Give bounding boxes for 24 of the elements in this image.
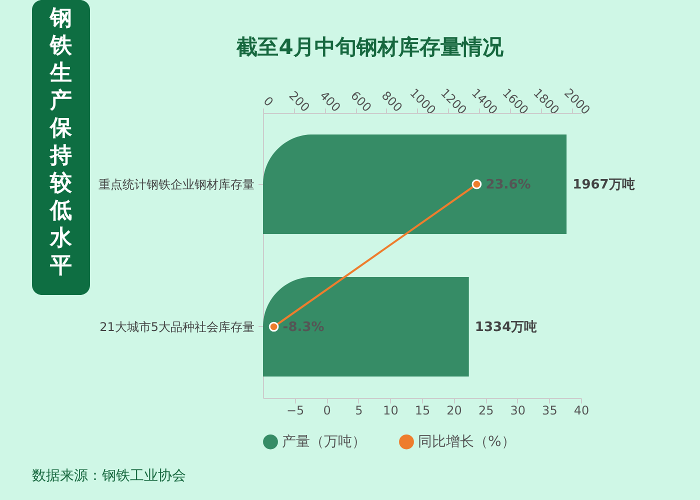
x-tick-label: 35 <box>542 404 558 418</box>
x-tick-label: 20 <box>446 404 462 418</box>
x-tick-label: 15 <box>414 404 430 418</box>
chart-title: 截至4月中旬钢材库存量情况 <box>236 35 504 59</box>
x-tick-label: 40 <box>574 404 590 418</box>
x-tick-label: 5 <box>355 404 363 418</box>
data-label: 1334万吨 <box>474 320 538 335</box>
y-tick-label: 重点统计钢铁企业钢材库存量 <box>98 177 254 192</box>
x2-tick-label: 400 <box>317 88 344 115</box>
x2-tick-label: 200 <box>286 88 312 115</box>
source-note: 数据来源：钢铁工业协会 <box>32 468 186 484</box>
legend-label: 产量（万吨） <box>282 434 366 450</box>
x2-tick-label: 600 <box>348 88 374 115</box>
y-tick-label: 21大城市5大品种社会库存量 <box>100 320 254 334</box>
data-label: 1967万吨 <box>572 177 635 192</box>
x-tick-label: 0 <box>323 404 331 418</box>
x2-tick-label: 0 <box>260 94 276 110</box>
x-tick-label: 25 <box>478 404 494 418</box>
text: 钢铁生产保持较低水平 <box>50 6 72 278</box>
x-tick-label: 30 <box>510 404 526 418</box>
x2-tick-label: 800 <box>378 88 405 115</box>
x-tick-label: −5 <box>286 404 304 418</box>
x-tick-label: 10 <box>383 404 398 418</box>
legend-label: 同比增长（%） <box>418 434 516 450</box>
